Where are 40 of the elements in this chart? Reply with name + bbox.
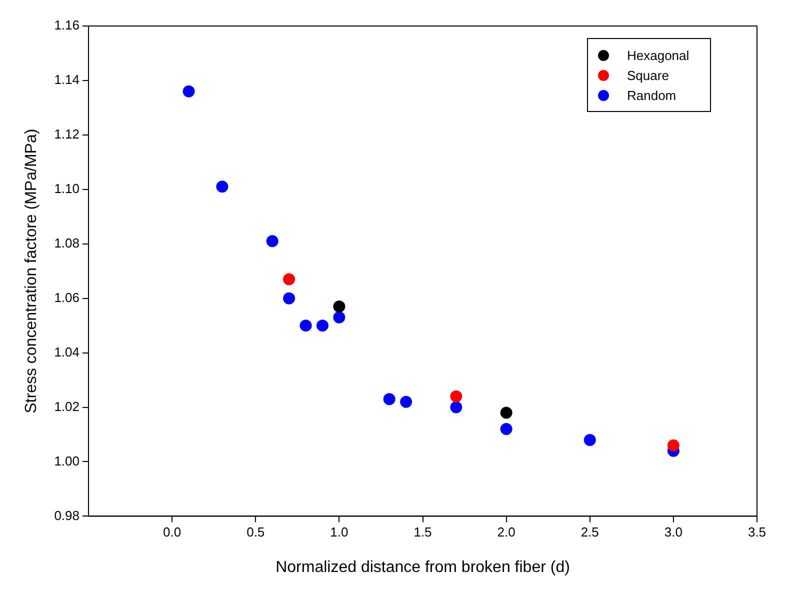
- point: [182, 85, 195, 98]
- point: [667, 439, 680, 452]
- x-axis-title: Normalized distance from broken fiber (d): [276, 558, 570, 576]
- point: [450, 401, 462, 414]
- point: [500, 423, 512, 436]
- point: [300, 320, 312, 332]
- point: [283, 292, 296, 304]
- y-axis-title: Stress concentration factore (MPa/MPa): [23, 128, 40, 414]
- point: [400, 396, 412, 408]
- legend-label: Hexagonal: [627, 48, 690, 62]
- y-tick-label: 1.02: [54, 398, 80, 414]
- y-tick-label: 1.12: [54, 126, 80, 142]
- point: [383, 393, 396, 406]
- x-tick-label: 2.5: [580, 524, 599, 540]
- x-tick-label: 0.0: [163, 524, 182, 540]
- point: [216, 180, 228, 193]
- x-tick-label: 3.0: [664, 524, 682, 540]
- y-tick-label: 1.00: [54, 453, 80, 468]
- x-tick-label: 1.0: [330, 524, 348, 540]
- y-tick-label: 1.04: [54, 344, 80, 360]
- y-tick-label: 1.10: [54, 180, 80, 196]
- y-tick-label: 0.98: [54, 508, 80, 523]
- y-tick-label: 1.16: [54, 18, 80, 33]
- point: [316, 320, 328, 332]
- y-tick-label: 1.14: [54, 72, 80, 88]
- point: [584, 434, 596, 446]
- x-tick-label: 1.5: [414, 524, 432, 540]
- point: [283, 273, 296, 286]
- point: [266, 235, 278, 248]
- x-tick-label: 3.5: [748, 524, 766, 540]
- point: [500, 406, 512, 419]
- legend-label: Square: [627, 68, 669, 82]
- point: [450, 390, 462, 402]
- legend-label: Random: [627, 88, 676, 102]
- y-tick-label: 1.06: [54, 290, 80, 305]
- point: [333, 311, 346, 324]
- y-tick-label: 1.08: [54, 235, 80, 250]
- x-tick-label: 0.5: [246, 524, 265, 540]
- point: [333, 300, 346, 313]
- x-tick-label: 2.0: [497, 524, 516, 540]
